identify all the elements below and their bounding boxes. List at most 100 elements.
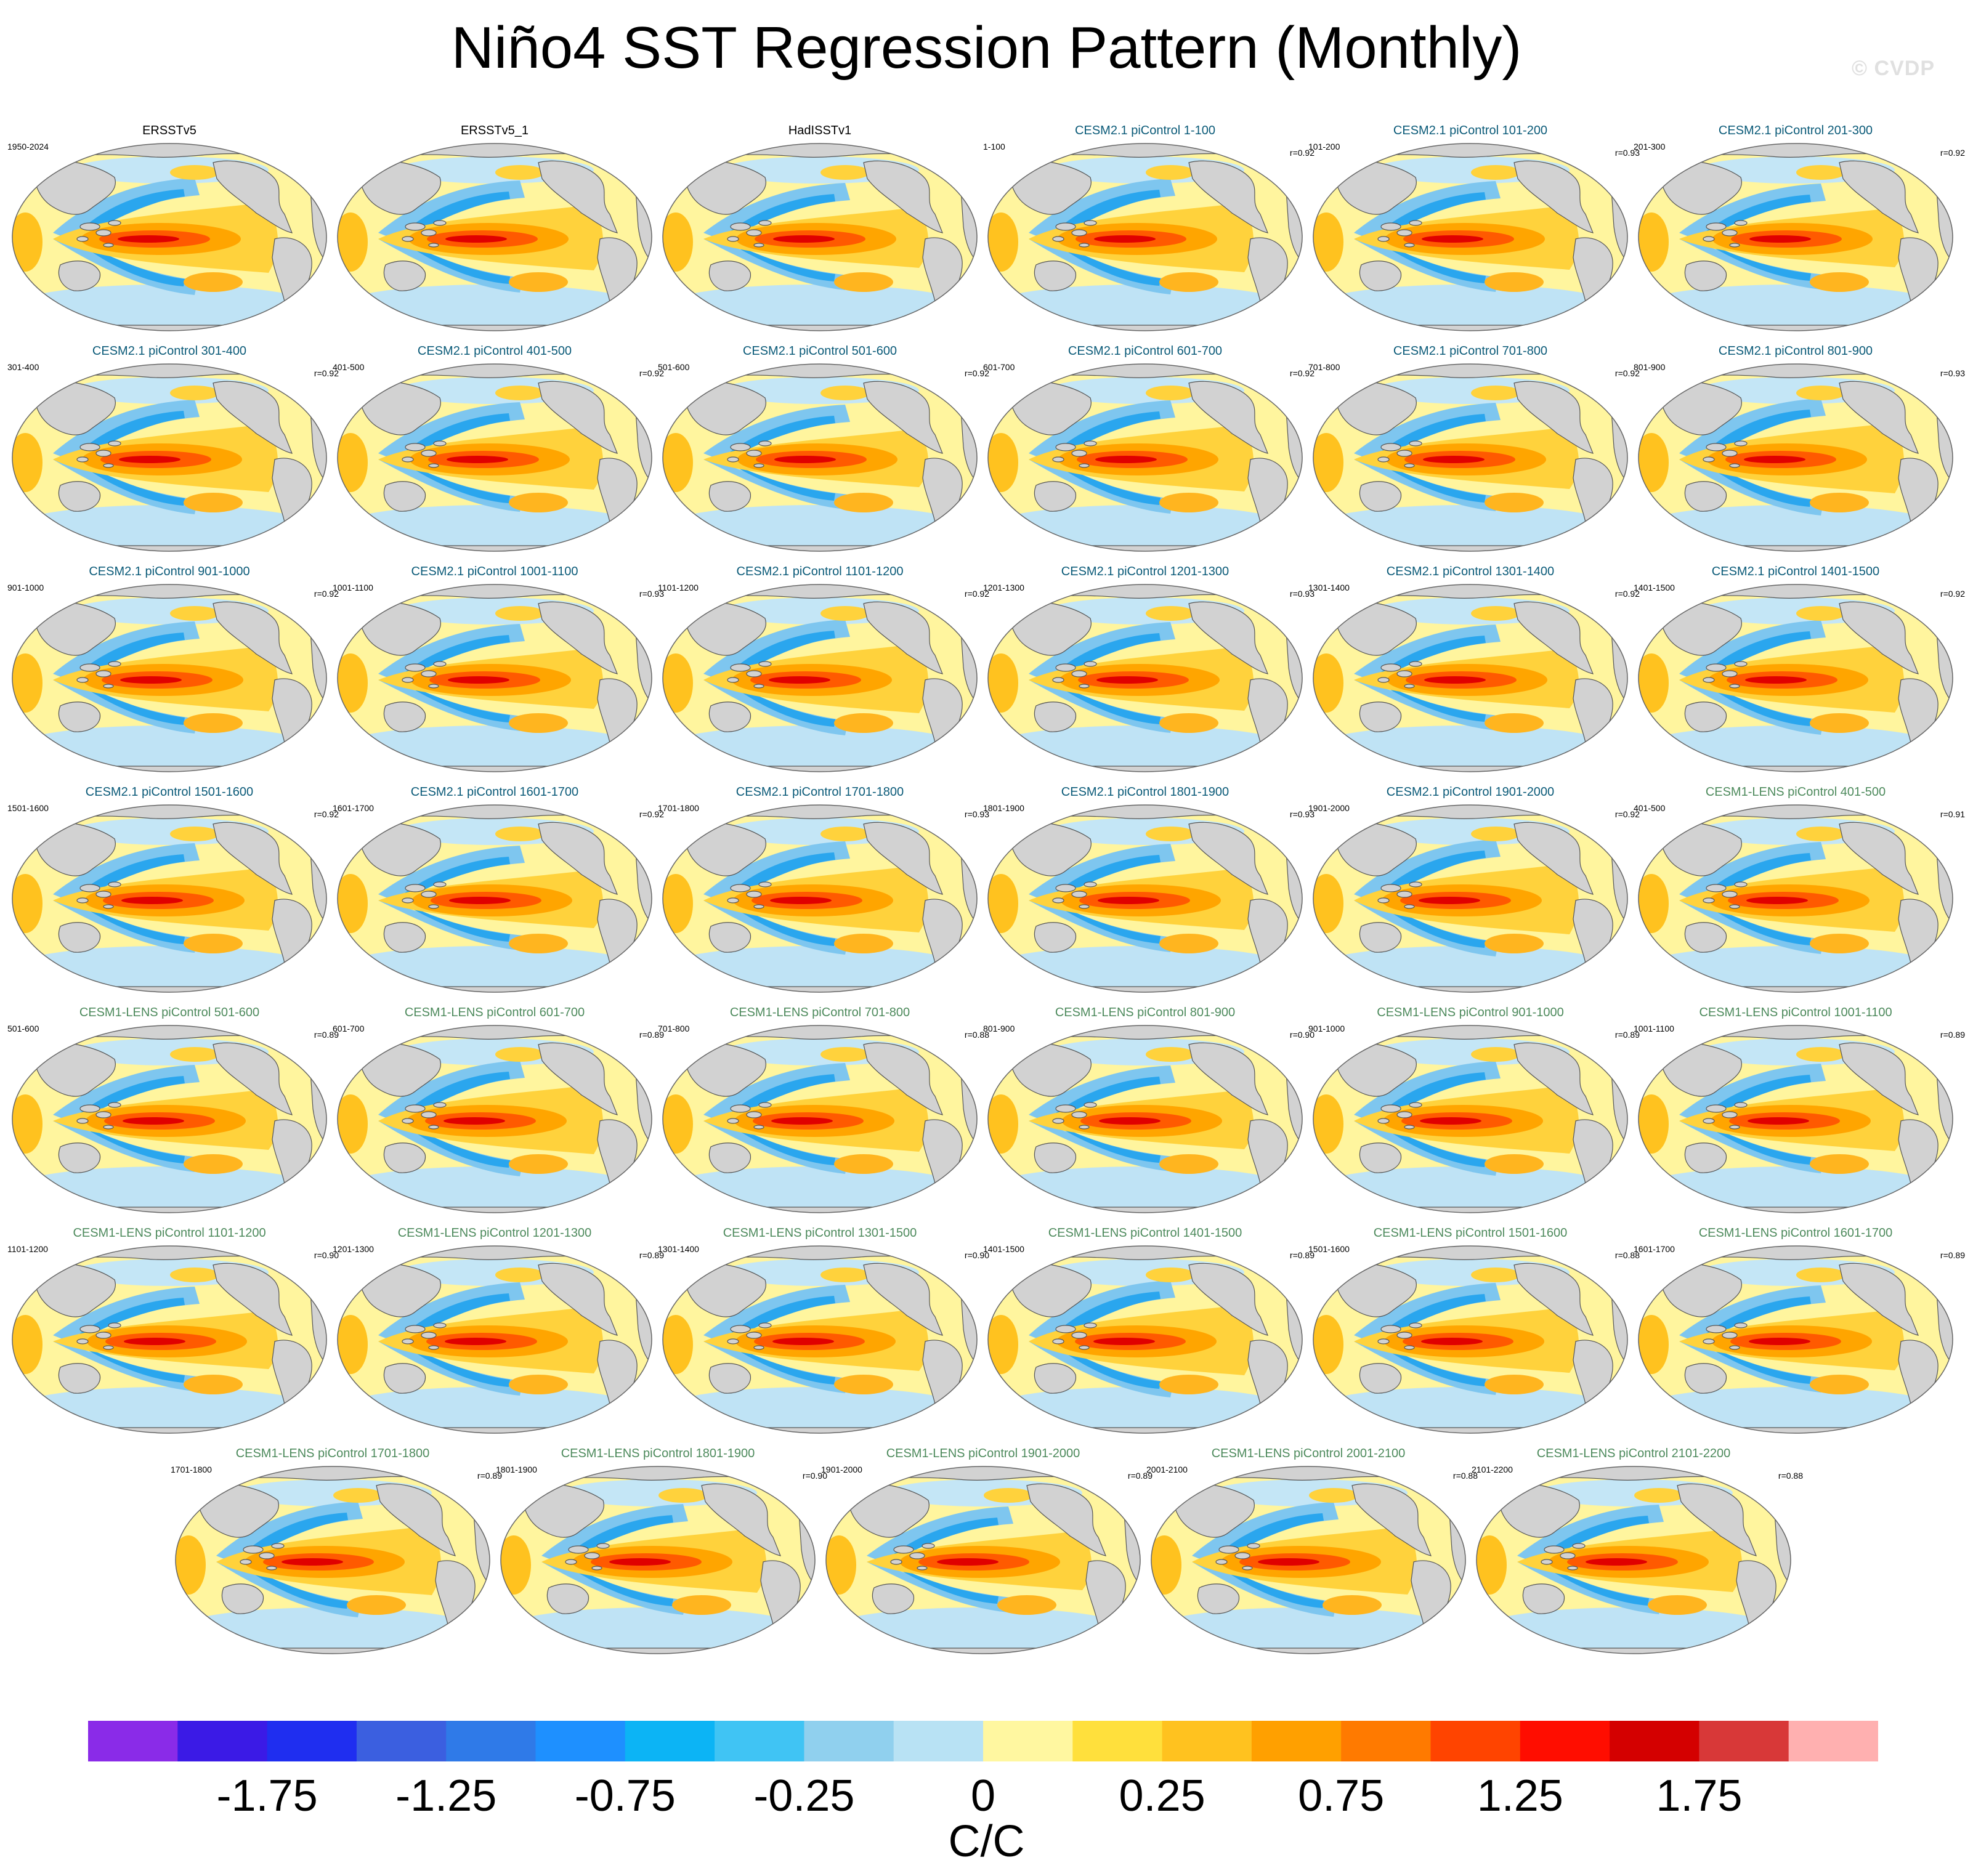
indian-ocean-warm [1477, 1535, 1507, 1595]
antarctica-land [1313, 1207, 1627, 1213]
panel-years-label: 501-600 [7, 1024, 39, 1033]
south-america-land [1898, 237, 1939, 320]
north-warm-blob [1146, 386, 1195, 400]
island-land [1055, 443, 1076, 451]
southern-ocean-cool [16, 1166, 312, 1208]
panel-years-label: 1201-1300 [983, 583, 1024, 592]
south-america-land [272, 237, 312, 320]
south-cool-core [728, 683, 835, 727]
regression-map [12, 804, 327, 993]
north-cool-core [1053, 855, 1161, 897]
regression-map [1638, 804, 1953, 993]
map-panel: CESM1-LENS piControl 1301-1500 1301-1400 r… [657, 1226, 989, 1438]
south-america-land [597, 678, 638, 761]
island-land [433, 440, 447, 447]
island-land [746, 670, 762, 677]
island-land [1071, 1332, 1087, 1339]
map-panel: CESM2.1 piControl 401-500 401-500 r=0.92 [331, 344, 664, 556]
north-warm-blob [1471, 1268, 1520, 1282]
australia-land [708, 1142, 752, 1173]
map-outline [337, 143, 652, 331]
indian-ocean-warm [663, 874, 693, 933]
north-cool-core [78, 1076, 185, 1118]
island-land [890, 1559, 902, 1565]
warm-peak [774, 456, 836, 463]
antarctica-land [338, 986, 652, 992]
south-america-land [922, 237, 963, 320]
map-outline [12, 143, 327, 331]
map-panel: CESM2.1 piControl 1-100 1-100 r=0.92 [982, 123, 1315, 336]
island-land [79, 663, 100, 672]
colorbar-swatch [1430, 1721, 1521, 1761]
australia-land [1034, 1142, 1077, 1173]
island-land [428, 1125, 439, 1130]
africa-west-land [663, 177, 671, 214]
island-land [1706, 1325, 1727, 1333]
antarctica-land [663, 766, 977, 772]
island-land [433, 220, 447, 226]
south-cool-core [78, 683, 185, 725]
island-land [405, 222, 426, 231]
southern-ocean-cool [1317, 726, 1613, 767]
island-land [108, 881, 121, 887]
southern-ocean-cool [666, 505, 962, 547]
south-warm-blob [834, 493, 893, 512]
island-land [565, 1559, 577, 1565]
colorbar-swatch [356, 1721, 447, 1761]
north-cool-core [1704, 195, 1811, 236]
island-land [1071, 670, 1087, 677]
south-warm-blob [834, 272, 893, 292]
panel-years-label: 1601-1700 [333, 803, 374, 813]
island-land [428, 243, 439, 248]
island-land [1079, 1345, 1090, 1350]
south-america-land [1247, 458, 1288, 540]
island-land [1084, 881, 1097, 887]
north-cool-core [728, 416, 835, 456]
island-land [1703, 236, 1715, 242]
indian-ocean-warm [988, 874, 1018, 933]
map-panel: CESM1-LENS piControl 1401-1500 1401-1500 r… [982, 1226, 1315, 1438]
island-land [76, 456, 89, 463]
south-america-land [597, 458, 638, 540]
north-america-land [213, 1263, 293, 1336]
north-america-land [213, 1042, 293, 1115]
north-america-land [1513, 822, 1594, 895]
north-cool-core [1704, 1296, 1811, 1338]
panel-title: CESM1-LENS piControl 1801-1900 [561, 1447, 755, 1460]
island-land [1722, 891, 1738, 898]
south-cool-core [1704, 904, 1811, 945]
southern-ocean-cool [179, 1607, 475, 1649]
africa-west-land [826, 1500, 835, 1537]
regression-map [1313, 1025, 1628, 1213]
north-warm-blob [1146, 606, 1195, 621]
south-warm-blob [1810, 1154, 1869, 1174]
map-outline [987, 143, 1303, 331]
warm-peak [1749, 235, 1811, 243]
regression-map [987, 1245, 1303, 1434]
island-land [1377, 1118, 1390, 1124]
panel-title: CESM2.1 piControl 701-800 [1393, 344, 1548, 358]
regression-map [662, 1025, 978, 1213]
southern-ocean-cool [992, 505, 1287, 547]
warm-peak [1094, 235, 1156, 243]
indian-ocean-warm [1313, 212, 1343, 272]
north-america-land [376, 1483, 456, 1556]
island-land [1722, 450, 1738, 457]
southern-ocean-cool [1317, 1166, 1613, 1208]
panel-title: CESM2.1 piControl 1301-1400 [1386, 565, 1555, 578]
panel-years-label: 701-800 [658, 1024, 690, 1033]
africa-west-land [1639, 1279, 1647, 1316]
southern-ocean-cool [1317, 285, 1613, 326]
panel-years-label: 601-700 [983, 362, 1015, 372]
warm-peak [124, 1338, 185, 1345]
colorbar-swatch [715, 1721, 804, 1761]
warm-peak [1093, 1338, 1155, 1345]
island-land [1377, 677, 1390, 683]
regression-map [1638, 143, 1953, 331]
map-outline [987, 363, 1303, 552]
panel-title: CESM2.1 piControl 901-1000 [89, 565, 250, 578]
warm-peak [1096, 676, 1158, 684]
island-land [103, 243, 114, 248]
southern-ocean-cool [992, 285, 1287, 326]
warm-peak [609, 1558, 671, 1566]
